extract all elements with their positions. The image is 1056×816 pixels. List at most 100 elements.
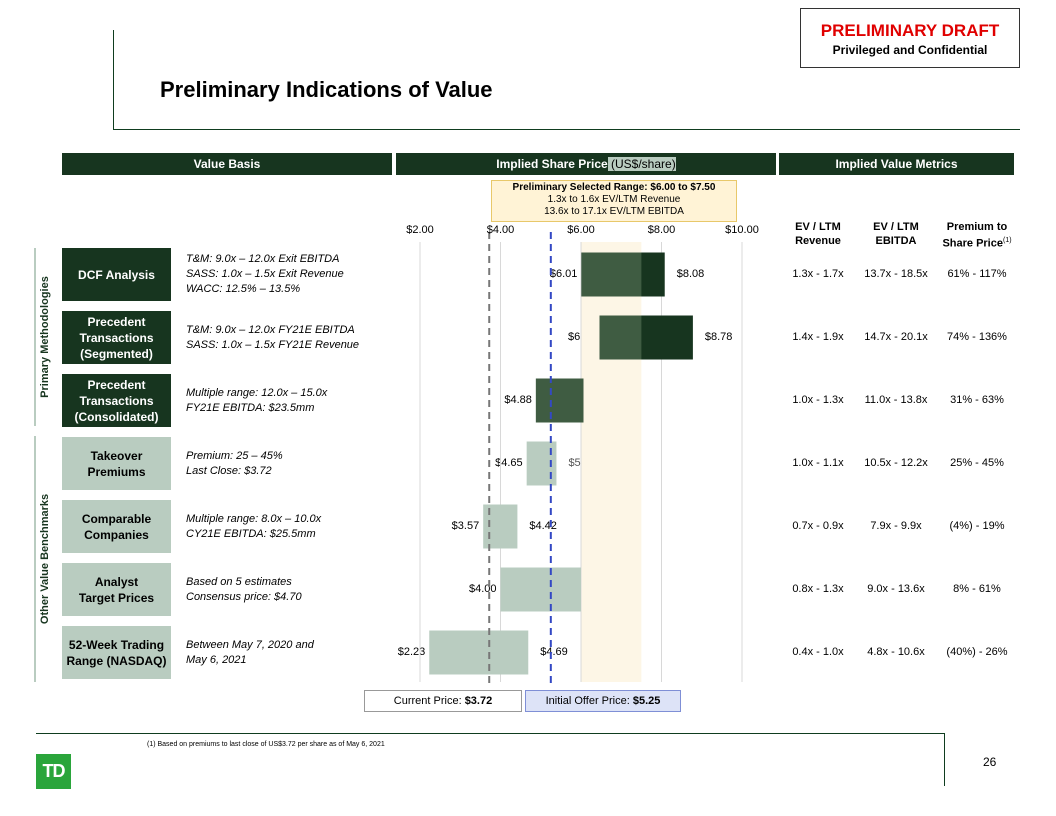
metric-rev: 0.4x - 1.0x [792,645,844,658]
bar-low-label: $4.65 [495,456,523,469]
row-description-line: Based on 5 estimates [186,575,292,588]
preliminary-draft-box: PRELIMINARY DRAFT Privileged and Confide… [800,8,1020,68]
x-tick-label: $4.00 [486,224,515,236]
row-label-text: DCF Analysis [78,267,155,283]
row-label: Precedent Transactions (Segmented) [62,311,171,364]
row-description: T&M: 9.0x – 12.0x FY21E EBITDA SASS: 1.0x… [186,323,359,353]
row-description: T&M: 9.0x – 12.0x Exit EBITDA SASS: 1.0x … [186,252,344,297]
page-title: Preliminary Indications of Value [160,77,493,102]
row-label: DCF Analysis [62,248,171,301]
header-value-basis: Value Basis [62,153,392,175]
metric-header-premium: Premium to Share Price(1) [934,220,1020,251]
bar-low-label: $6.01 [549,267,578,280]
metric-header-ebitda: EV / LTM EBITDA [856,220,936,248]
row-description-line: Between May 7, 2020 and [186,638,314,651]
footnote: (1) Based on premiums to last close of U… [147,741,385,748]
metric-header-premium-2: Share Price(1) [934,234,1020,251]
selected-range-title: Preliminary Selected Range: $6.00 to $7.… [512,182,716,193]
frame-line-bottom [36,733,944,734]
row-description-line: FY21E EBITDA: $23.5mm [186,401,315,414]
metric-ebitda: 11.0x - 13.8x [864,393,928,406]
bar-high-label: $8.08 [676,267,705,280]
row-label-line: Companies [84,527,149,542]
row-label-text: Precedent Transactions (Segmented) [79,314,153,362]
header-metrics: Implied Value Metrics [779,153,1014,175]
row-label-line: Target Prices [78,590,155,605]
metric-ebitda: 4.8x - 10.6x [867,645,925,658]
row-label: Analyst Target Prices [62,563,171,616]
offer-price-legend-label: Initial Offer Price: [545,695,633,707]
row-description-line: SASS: 1.0x – 1.5x Exit Revenue [186,268,344,280]
metric-rev: 1.0x - 1.3x [792,393,844,406]
bar-segment [535,378,584,423]
bar [500,567,581,612]
metric-ebitda: 13.7x - 18.5x [864,267,928,280]
row-label-text: Comparable Companies [82,511,151,543]
metric-header-premium-1: Premium to [946,221,1008,233]
row-label-line: Precedent [87,314,146,329]
row-description-line: T&M: 9.0x – 12.0x FY21E EBITDA [186,323,355,336]
row-description-line: WACC: 12.5% – 13.5% [186,283,301,295]
row-label-line: 52-Week Trading [68,637,165,652]
frame-line-left [113,30,114,129]
group-other-bar [34,436,36,682]
metric-header-ebitda-2: EBITDA [875,235,917,247]
row-label-line: Analyst [94,574,139,589]
metric-rev: 1.4x - 1.9x [792,330,844,343]
row-label-text: 52-Week Trading Range (NASDAQ) [66,637,166,669]
metric-prem: (4%) - 19% [949,519,1005,532]
draft-subtitle: Privileged and Confidential [832,43,988,57]
metric-rev: 1.0x - 1.1x [792,456,844,469]
row-description: Multiple range: 12.0x – 15.0x FY21E EBITD… [186,386,327,416]
row-description-line: Consensus price: $4.70 [186,590,302,603]
row-label-line: Takeover [90,448,143,463]
row-description-line: Last Close: $3.72 [186,464,272,477]
row-label: Precedent Transactions (Consolidated) [62,374,171,427]
row-description-line: May 6, 2021 [186,653,247,666]
metric-header-premium-note: (1) [1002,237,1012,244]
row-label-line: Transactions [79,330,154,345]
row-label: 52-Week Trading Range (NASDAQ) [62,626,171,679]
metric-prem: 61% - 117% [947,267,1007,280]
row-label-line: DCF Analysis [78,267,155,282]
row-description-line: SASS: 1.0x – 1.5x FY21E Revenue [186,338,360,351]
bar-low-label: $2.23 [397,645,426,658]
bar-high-label: $4.69 [540,645,568,658]
metric-header-revenue-2: Revenue [795,235,841,247]
header-implied-price-label: Implied Share Price [496,157,608,171]
bar-low-label: $4.88 [504,393,532,406]
header-implied-price-unit: (US$/share) [607,157,676,171]
row-description: Based on 5 estimates Consensus price: $4.… [186,575,302,605]
row-label-line: Precedent [87,377,146,392]
row-label: Comparable Companies [62,500,171,553]
row-label-text: Precedent Transactions (Consolidated) [75,377,159,425]
bar-segment [581,252,642,297]
x-tick-label: $6.00 [567,224,595,236]
metric-prem: 8% - 61% [953,582,1001,595]
offer-price-legend: Initial Offer Price: $5.25 [525,690,681,712]
selected-range-band [581,242,642,682]
bar-segment [599,315,642,360]
x-tick-label: $2.00 [406,224,434,236]
metric-ebitda: 7.9x - 9.9x [870,519,922,532]
td-logo-text: TD [42,761,66,781]
row-label-line: Range (NASDAQ) [66,653,167,668]
metric-header-revenue-1: EV / LTM [795,221,841,233]
group-primary-bar [34,248,36,426]
selected-range-callout: Preliminary Selected Range: $6.00 to $7.… [491,180,737,222]
metric-rev: 0.8x - 1.3x [792,582,844,595]
row-label-line: Comparable [81,511,152,526]
metric-ebitda: 14.7x - 20.1x [864,330,928,343]
metric-header-premium-2-text: Share Price [942,237,1003,250]
metric-prem: 31% - 63% [950,393,1004,406]
row-description-line: CY21E EBITDA: $25.5mm [186,527,316,540]
bar-low-label: $3.57 [451,519,480,532]
row-label-line: Premiums [87,464,146,479]
row-description: Premium: 25 – 45% Last Close: $3.72 [186,449,283,479]
metric-prem: (40%) - 26% [946,645,1008,658]
bar [429,630,529,675]
metric-rev: 0.7x - 0.9x [792,519,844,532]
current-price-legend-label: Current Price: [393,695,465,707]
frame-line-right [944,733,945,786]
